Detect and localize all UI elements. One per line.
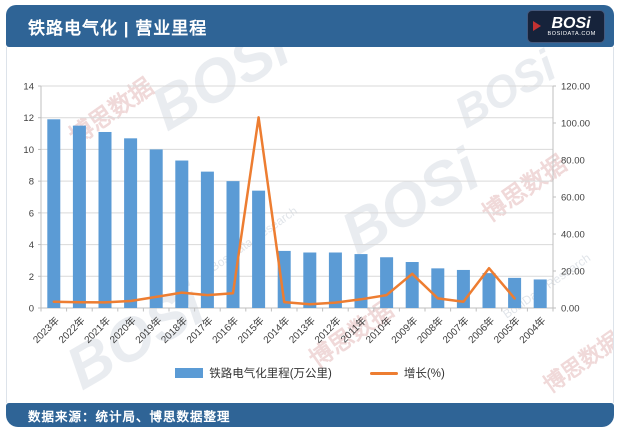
- x-axis-label: 2006年: [465, 314, 497, 346]
- bar-2005年: [508, 277, 522, 308]
- right-axis-label: 20.00: [561, 267, 585, 278]
- bar-2013年: [303, 252, 317, 308]
- x-axis-label: 2023年: [30, 314, 62, 346]
- bar-2018年: [175, 160, 189, 308]
- bar-2019年: [149, 149, 163, 308]
- right-axis-label: 80.00: [561, 156, 585, 167]
- bar-2015年: [252, 190, 266, 308]
- right-axis-label: 100.00: [561, 119, 590, 130]
- legend-line-swatch-icon: [369, 371, 398, 375]
- bar-2017年: [200, 171, 214, 308]
- x-axis-label: 2008年: [414, 314, 446, 346]
- x-axis-label: 2016年: [209, 314, 241, 346]
- bosi-logo[interactable]: BOSi BOSIDATA.COM: [527, 10, 605, 43]
- header-band: 铁路电气化 | 营业里程 BOSi BOSIDATA.COM: [6, 5, 614, 47]
- left-axis-label: 8: [29, 177, 34, 188]
- page-title: 铁路电气化 | 营业里程: [28, 18, 208, 38]
- left-axis-label: 2: [29, 272, 34, 283]
- x-axis-label: 2019年: [132, 314, 164, 346]
- x-axis-label: 2011年: [338, 314, 369, 345]
- left-axis-label: 0: [29, 304, 34, 315]
- x-axis-label: 2005年: [491, 314, 523, 346]
- x-axis-label: 2014年: [260, 314, 292, 346]
- bar-2009年: [405, 262, 419, 308]
- x-axis-label: 2009年: [388, 314, 420, 346]
- left-axis-label: 14: [23, 82, 34, 93]
- logo-triangle-icon: [533, 21, 541, 31]
- legend-item-growth: 增长(%): [369, 365, 445, 381]
- bar-2011年: [354, 254, 368, 308]
- x-axis-label: 2017年: [184, 314, 216, 346]
- legend-mileage-label: 铁路电气化里程(万公里): [209, 368, 332, 380]
- bar-2021年: [98, 131, 112, 308]
- x-axis-label: 2022年: [56, 314, 88, 346]
- x-axis-label: 2015年: [235, 314, 267, 346]
- bar-2004年: [533, 279, 547, 308]
- footer-band: 数据来源：统计局、博思数据整理: [6, 403, 614, 427]
- left-axis-label: 4: [29, 240, 34, 251]
- left-axis-label: 12: [23, 113, 34, 124]
- right-axis-label: 60.00: [561, 193, 585, 204]
- bar-2023年: [47, 119, 61, 308]
- x-axis-label: 2013年: [286, 314, 318, 346]
- bar-2014年: [277, 250, 291, 308]
- left-axis-label: 6: [29, 208, 34, 219]
- bar-2020年: [124, 138, 138, 308]
- logo-brand-text: BOSi: [551, 14, 591, 32]
- chart-legend: 铁路电气化里程(万公里) 增长(%): [7, 365, 613, 381]
- legend-growth-label: 增长(%): [403, 368, 445, 380]
- bar-2010年: [380, 257, 394, 308]
- legend-bar-swatch-icon: [175, 368, 204, 378]
- legend-item-mileage: 铁路电气化里程(万公里): [175, 365, 332, 381]
- bar-2012年: [328, 252, 342, 308]
- x-axis-label: 2004年: [516, 314, 548, 346]
- x-axis-label: 2012年: [312, 314, 344, 346]
- bar-2022年: [72, 125, 86, 309]
- x-axis-label: 2018年: [158, 314, 190, 346]
- right-axis-label: 0.00: [561, 304, 580, 315]
- data-source-text: 数据来源：统计局、博思数据整理: [28, 409, 231, 424]
- x-axis-label: 2020年: [107, 314, 139, 346]
- x-axis-label: 2021年: [81, 314, 113, 346]
- right-axis-label: 120.00: [561, 82, 590, 93]
- left-axis-label: 10: [23, 145, 34, 156]
- logo-domain-text: BOSIDATA.COM: [547, 30, 596, 37]
- bar-2006年: [482, 273, 496, 308]
- bar-2008年: [431, 268, 445, 308]
- combo-chart: 0 2 4 6 8 10 12 14 0.00 20.00 40.00 60.00 80.00 100.0…: [23, 82, 590, 346]
- growth-line: [52, 116, 516, 306]
- x-axis-label: 2010年: [363, 314, 395, 346]
- right-axis-label: 40.00: [561, 230, 585, 241]
- x-axis-label: 2007年: [440, 314, 472, 346]
- chart-panel: BOSi BOSi BOSi BOSi 博思数据 博思数据 博思数据 博思数据 …: [6, 47, 614, 403]
